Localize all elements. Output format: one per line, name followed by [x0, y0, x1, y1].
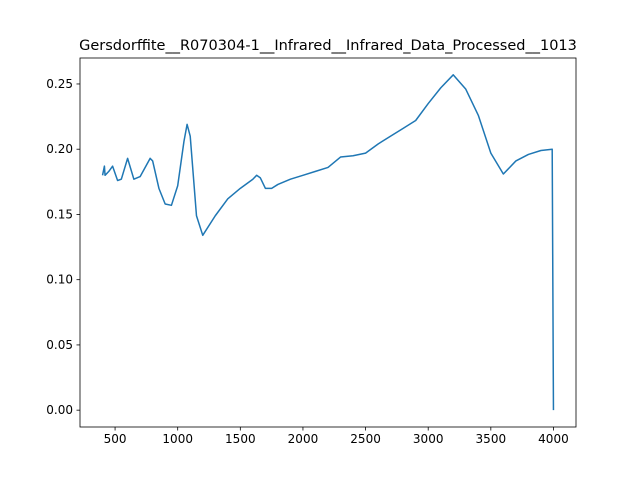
y-tick-label: 0.05: [46, 338, 73, 352]
x-tick-label: 1500: [225, 432, 256, 446]
plot-frame: [79, 57, 577, 428]
chart-title: Gersdorffite__R070304-1__Infrared__Infra…: [79, 38, 577, 54]
x-tick-label: 3000: [413, 432, 444, 446]
y-tick-label: 0.20: [46, 142, 73, 156]
x-tick-label: 4000: [538, 432, 569, 446]
x-tick-label: 500: [104, 432, 127, 446]
x-tick-label: 3500: [476, 432, 507, 446]
y-tick-label: 0.15: [46, 207, 73, 221]
y-tick-label: 0.00: [46, 403, 73, 417]
y-tick-label: 0.10: [46, 273, 73, 287]
x-tick-label: 2000: [288, 432, 319, 446]
x-tick-label: 1000: [162, 432, 193, 446]
y-tick-label: 0.25: [46, 77, 73, 91]
data-line: [101, 74, 555, 411]
x-tick-label: 2500: [350, 432, 381, 446]
